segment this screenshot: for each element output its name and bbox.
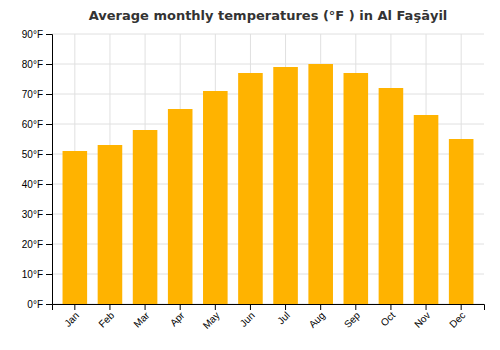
tick-mark	[109, 304, 110, 310]
x-tick: Jun	[238, 304, 257, 329]
bar	[168, 109, 193, 304]
x-tick-label: Aug	[307, 310, 327, 330]
x-tick-label: Jun	[238, 310, 257, 329]
tick-mark	[180, 304, 181, 310]
y-tick-label: 40°F	[22, 179, 43, 190]
y-tick-label: 80°F	[22, 59, 43, 70]
grid-line-y	[52, 34, 484, 35]
y-tick-label: 60°F	[22, 119, 43, 130]
tick-mark	[215, 304, 216, 310]
bars	[63, 64, 474, 304]
x-tick: Jan	[62, 304, 81, 329]
bar	[273, 67, 298, 304]
bar	[344, 73, 369, 304]
y-axis: 0°F 10°F 20°F 30°F 40°F 50°F 60°F 70°F 80°F 90°F	[22, 29, 53, 310]
x-tick-label: Dec	[447, 310, 467, 330]
y-tick-label: 10°F	[22, 269, 43, 280]
x-tick: Aug	[307, 304, 327, 330]
chart-container: Jan Feb Mar Apr May Jun Jul Aug Sep Oct Nov Dec 0°F 1…	[0, 0, 500, 350]
bar	[98, 145, 123, 304]
tick-mark	[46, 244, 52, 245]
x-tick-label: Apr	[168, 309, 187, 328]
bar	[379, 88, 404, 304]
y-tick-label: 90°F	[22, 29, 43, 40]
x-tick: Jul	[275, 304, 292, 326]
x-tick: Mar	[131, 304, 151, 330]
bar	[133, 130, 158, 304]
axis-line	[46, 35, 53, 305]
grid-line-y	[52, 64, 484, 65]
grid-line-y	[52, 94, 484, 95]
tick-mark	[46, 64, 52, 65]
y-tick: 0°F	[27, 299, 52, 310]
x-tick-label: Jul	[275, 310, 292, 327]
y-tick: 20°F	[22, 239, 52, 250]
tick-mark	[46, 214, 52, 215]
x-tick-label: Mar	[131, 309, 151, 329]
y-tick: 60°F	[22, 119, 52, 130]
x-tick: Nov	[412, 304, 432, 330]
bar	[203, 91, 228, 304]
x-tick: Oct	[379, 304, 398, 328]
tick-mark	[145, 304, 146, 310]
y-tick-label: 20°F	[22, 239, 43, 250]
tick-mark	[320, 304, 321, 310]
tick-mark	[46, 304, 52, 305]
bar	[63, 151, 88, 304]
y-tick: 40°F	[22, 179, 52, 190]
y-tick: 10°F	[22, 269, 52, 280]
x-tick-label: Oct	[379, 310, 398, 329]
axis-line	[53, 305, 485, 311]
bar	[308, 64, 333, 304]
plot-area: Jan Feb Mar Apr May Jun Jul Aug Sep Oct Nov Dec 0°F 1…	[22, 29, 485, 331]
x-tick: Apr	[168, 304, 187, 328]
tick-mark	[46, 184, 52, 185]
x-tick-label: May	[201, 310, 222, 331]
tick-mark	[74, 304, 75, 310]
x-tick: Feb	[96, 304, 116, 330]
chart-svg: Jan Feb Mar Apr May Jun Jul Aug Sep Oct Nov Dec 0°F 1…	[0, 0, 500, 350]
y-tick-label: 30°F	[22, 209, 43, 220]
y-tick-label: 70°F	[22, 89, 43, 100]
tick-mark	[46, 124, 52, 125]
tick-mark	[250, 304, 251, 310]
tick-mark	[461, 304, 462, 310]
tick-mark	[46, 274, 52, 275]
y-tick-label: 0°F	[27, 299, 43, 310]
tick-mark	[355, 304, 356, 310]
x-tick-label: Sep	[342, 309, 363, 330]
title: Average monthly temperatures (°F ) in Al…	[89, 8, 448, 23]
y-tick: 90°F	[22, 29, 52, 40]
bar	[414, 115, 439, 304]
grid	[52, 34, 484, 304]
bar	[449, 139, 474, 304]
x-tick: May	[201, 304, 222, 331]
tick-mark	[46, 94, 52, 95]
x-tick: Sep	[342, 304, 363, 330]
tick-mark	[285, 304, 286, 310]
x-axis: Jan Feb Mar Apr May Jun Jul Aug Sep Oct Nov Dec	[53, 304, 485, 331]
y-tick: 30°F	[22, 209, 52, 220]
tick-mark	[46, 154, 52, 155]
tick-mark	[426, 304, 427, 310]
x-tick-label: Jan	[62, 310, 81, 329]
y-tick: 50°F	[22, 149, 52, 160]
tick-mark	[46, 34, 52, 35]
y-tick-label: 50°F	[22, 149, 43, 160]
x-tick-label: Feb	[96, 309, 116, 329]
y-tick: 70°F	[22, 89, 52, 100]
y-tick: 80°F	[22, 59, 52, 70]
tick-mark	[390, 304, 391, 310]
x-tick-label: Nov	[412, 310, 432, 330]
x-tick: Dec	[447, 304, 467, 330]
bar	[238, 73, 263, 304]
